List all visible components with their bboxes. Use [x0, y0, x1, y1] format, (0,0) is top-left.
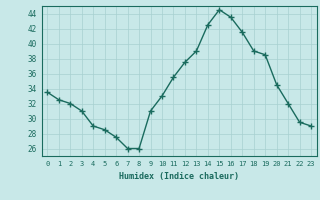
X-axis label: Humidex (Indice chaleur): Humidex (Indice chaleur): [119, 172, 239, 181]
